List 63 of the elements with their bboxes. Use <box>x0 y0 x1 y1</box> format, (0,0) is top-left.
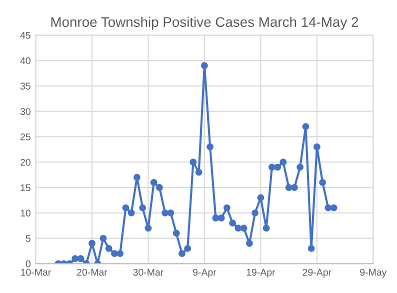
point <box>195 168 202 176</box>
y-tick-label: 20 <box>20 158 30 166</box>
point <box>313 143 320 150</box>
x-tick-label: 30-Mar <box>133 268 164 276</box>
point <box>100 234 107 242</box>
point <box>262 224 270 232</box>
point <box>280 158 287 166</box>
point <box>162 209 169 216</box>
y-tick-label: 45 <box>20 32 30 39</box>
point <box>128 209 135 216</box>
point <box>167 209 174 216</box>
point <box>72 255 79 262</box>
y-tick-label: 0 <box>26 260 30 268</box>
y-tick-label: 30 <box>20 108 30 115</box>
point <box>116 250 124 258</box>
chart-title: Monroe Township Positive Cases March 14-May 2 <box>51 16 358 30</box>
point <box>212 214 220 222</box>
point <box>178 250 186 258</box>
point <box>257 194 264 202</box>
point <box>229 220 236 227</box>
x-tick-label: 10-Mar <box>21 268 51 276</box>
point <box>184 244 192 252</box>
point <box>77 255 84 262</box>
point <box>218 214 225 222</box>
point <box>330 204 338 212</box>
y-tick-label: 10 <box>20 210 30 217</box>
point <box>234 224 242 232</box>
point <box>110 250 118 258</box>
x-tick-label: 19-Apr <box>246 268 276 278</box>
point <box>324 204 332 212</box>
point <box>200 62 208 70</box>
point <box>308 244 315 252</box>
point <box>172 230 180 237</box>
point <box>206 143 214 150</box>
point <box>133 174 140 181</box>
point <box>290 184 298 191</box>
x-tick-label: 29-Apr <box>302 268 332 278</box>
point <box>190 158 197 166</box>
x-tick-label: 20-Mar <box>77 268 108 276</box>
point <box>122 204 130 212</box>
point <box>144 224 152 232</box>
point <box>105 244 112 252</box>
point <box>150 178 158 186</box>
point <box>274 164 282 171</box>
point <box>156 184 163 191</box>
y-tick-label: 5 <box>26 235 30 242</box>
point <box>268 164 276 171</box>
y-tick-label: 15 <box>20 184 30 192</box>
point <box>246 240 253 247</box>
point <box>319 178 326 186</box>
point <box>88 240 96 247</box>
x-tick-label: 9-May <box>360 268 387 278</box>
point <box>252 209 259 216</box>
point <box>139 204 146 212</box>
point <box>223 204 230 212</box>
y-tick-label: 25 <box>20 133 30 140</box>
x-tick-label: 9-Apr <box>193 268 216 278</box>
y-tick-label: 40 <box>20 57 30 64</box>
point <box>285 184 292 191</box>
y-tick-label: 35 <box>20 82 30 90</box>
point <box>296 164 304 171</box>
point <box>302 123 310 130</box>
point <box>240 224 248 232</box>
